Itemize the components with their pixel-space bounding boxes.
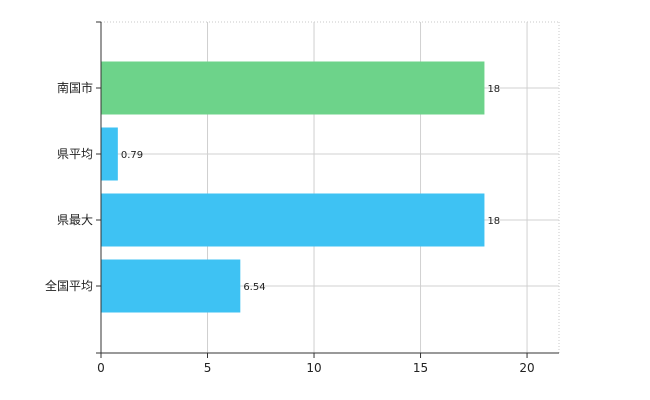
bars xyxy=(101,61,485,313)
bar xyxy=(101,127,118,181)
category-label: 全国平均 xyxy=(45,278,93,293)
data-label: 6.54 xyxy=(243,282,265,293)
bar xyxy=(101,61,485,115)
data-label: 0.79 xyxy=(121,150,143,161)
data-label: 18 xyxy=(487,84,500,95)
data-label: 18 xyxy=(487,216,500,227)
labels: 18 南国市 0.79 県平均 18 県最大 6.54 全国平均 0 5 10 15 20 xyxy=(45,80,535,375)
x-tick-label: 0 xyxy=(97,361,105,375)
axes xyxy=(96,21,559,358)
bar xyxy=(101,259,241,313)
x-tick-label: 20 xyxy=(519,361,534,375)
x-tick-label: 5 xyxy=(204,361,212,375)
category-label: 県最大 xyxy=(57,213,93,227)
bar xyxy=(101,193,485,247)
category-label: 南国市 xyxy=(57,80,93,95)
x-tick-label: 15 xyxy=(413,361,428,375)
x-tick-label: 10 xyxy=(306,361,321,375)
category-label: 県平均 xyxy=(57,147,93,161)
